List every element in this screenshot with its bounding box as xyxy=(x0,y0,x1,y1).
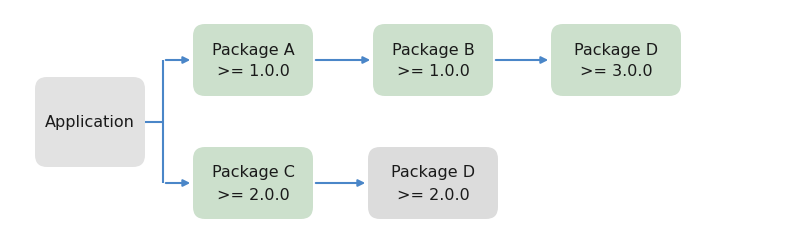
Text: >= 3.0.0: >= 3.0.0 xyxy=(580,64,652,80)
FancyBboxPatch shape xyxy=(35,77,145,167)
FancyBboxPatch shape xyxy=(368,147,498,219)
Text: Application: Application xyxy=(45,114,135,130)
FancyBboxPatch shape xyxy=(193,147,313,219)
Text: Package A: Package A xyxy=(212,42,294,58)
Text: >= 1.0.0: >= 1.0.0 xyxy=(397,64,470,80)
FancyBboxPatch shape xyxy=(551,24,681,96)
Text: Package C: Package C xyxy=(211,165,294,181)
Text: >= 2.0.0: >= 2.0.0 xyxy=(397,187,470,203)
Text: >= 2.0.0: >= 2.0.0 xyxy=(217,187,290,203)
Text: Package B: Package B xyxy=(392,42,474,58)
FancyBboxPatch shape xyxy=(373,24,493,96)
Text: >= 1.0.0: >= 1.0.0 xyxy=(217,64,290,80)
Text: Package D: Package D xyxy=(574,42,658,58)
Text: Package D: Package D xyxy=(391,165,475,181)
FancyBboxPatch shape xyxy=(193,24,313,96)
